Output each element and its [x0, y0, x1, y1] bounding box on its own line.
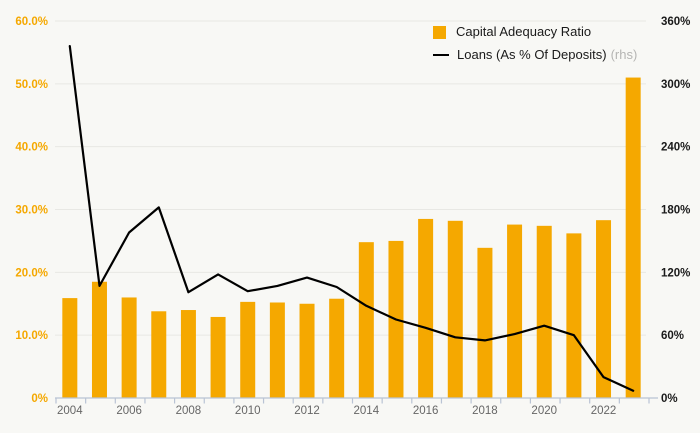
bar-2007 [151, 311, 167, 398]
bar-2017 [447, 220, 463, 398]
bar-series-swatch-icon [433, 25, 446, 39]
x-tick-label: 2020 [531, 405, 557, 417]
y-left-tick-label: 60.0% [15, 16, 48, 28]
bar-2020 [536, 225, 552, 398]
bar-2018 [477, 247, 493, 398]
x-tick-label: 2018 [472, 405, 498, 417]
bar-2022 [596, 220, 612, 398]
legend-label-capital-adequacy-ratio: Capital Adequacy Ratio [456, 24, 592, 39]
y-right-tick-label: 300% [661, 79, 690, 91]
line-series-swatch-icon [433, 54, 449, 56]
y-left-tick-label: 50.0% [15, 79, 48, 91]
bar-2008 [180, 310, 196, 398]
x-tick-label: 2006 [116, 405, 142, 417]
x-tick-label: 2022 [591, 405, 617, 417]
x-tick-label: 2004 [57, 405, 83, 417]
bar-2023 [625, 77, 641, 399]
bar-2004 [62, 298, 78, 398]
legend-item-capital-adequacy-ratio: Capital Adequacy Ratio [433, 24, 637, 40]
legend: Capital Adequacy Ratio Loans (As % Of De… [433, 24, 637, 63]
y-left-tick-label: 0% [31, 393, 48, 405]
x-tick-label: 2012 [294, 405, 320, 417]
bar-2019 [507, 224, 523, 398]
bar-2016 [418, 218, 434, 398]
bar-2021 [566, 233, 582, 398]
x-tick-label: 2014 [354, 405, 380, 417]
x-tick-label: 2016 [413, 405, 439, 417]
y-left-tick-label: 30.0% [15, 205, 48, 217]
bar-2010 [240, 301, 256, 398]
y-left-tick-label: 20.0% [15, 267, 48, 279]
bar-2013 [329, 298, 345, 398]
bar-2014 [358, 242, 374, 398]
bar-2011 [269, 302, 285, 398]
y-left-tick-label: 40.0% [15, 142, 48, 154]
y-right-tick-label: 360% [661, 16, 690, 28]
bar-2009 [210, 316, 226, 398]
y-right-tick-label: 120% [661, 267, 690, 279]
bar-2005 [91, 281, 107, 398]
x-tick-label: 2008 [176, 405, 202, 417]
y-right-tick-label: 60% [661, 330, 684, 342]
bar-2012 [299, 303, 315, 398]
x-tick-label: 2010 [235, 405, 261, 417]
y-right-tick-label: 180% [661, 205, 690, 217]
legend-label-loans: Loans (As % Of Deposits) [457, 47, 607, 62]
bar-2006 [121, 297, 137, 398]
y-right-tick-label: 0% [661, 393, 678, 405]
loans-line [68, 44, 635, 392]
y-left-tick-label: 10.0% [15, 330, 48, 342]
legend-item-loans: Loans (As % Of Deposits) (rhs) [433, 47, 637, 63]
legend-rhs-suffix: (rhs) [610, 47, 638, 62]
y-right-tick-label: 240% [661, 142, 690, 154]
